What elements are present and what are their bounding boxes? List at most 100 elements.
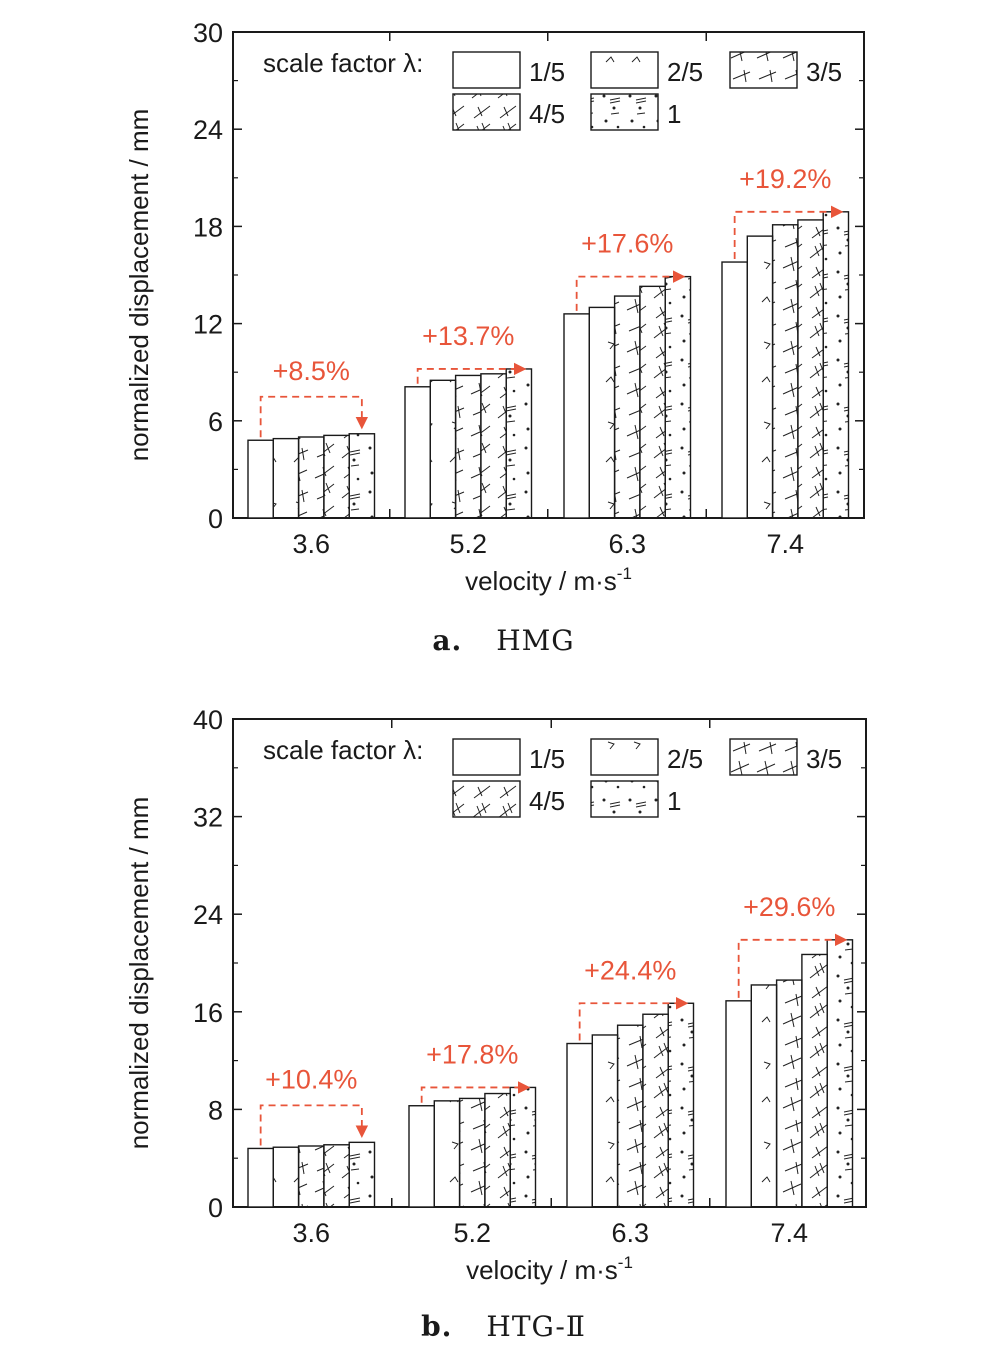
annotation-label: +17.8% [426,1039,518,1069]
legend-title: scale factor λ: [263,48,423,78]
annotation-label: +29.6% [743,892,835,922]
y-tick-label: 12 [193,310,223,340]
bar-4-5-6.3 [639,285,666,519]
y-tick-label: 40 [193,705,223,735]
legend-swatch [452,780,521,818]
legend: scale factor λ: 1/5 2/5 3/5 4/5 1 [263,735,842,818]
y-axis-label: normalized displacement / mm [124,797,154,1150]
bar-4-5-5.2 [480,373,507,519]
caption-b-text: HTG-Ⅱ [486,1310,586,1343]
increase-annotation: +13.7% [416,321,527,384]
legend-label: 4/5 [529,786,565,816]
increase-annotation: +24.4% [578,955,689,1041]
x-axis-label: velocity / m·s-1 [466,1253,633,1285]
annotation-label: +24.4% [584,955,676,985]
x-tick-label: 7.4 [770,1218,808,1248]
bar-2-5-6.3 [591,1034,619,1208]
x-tick-label: 6.3 [608,529,646,559]
bar-1-7.4 [822,211,850,519]
y-tick-label: 0 [208,1193,223,1223]
y-tick-label: 6 [208,407,223,437]
legend-item-3-5: 3/5 [729,738,842,776]
legend-item-1: 1 [590,780,681,818]
bar-1-5-7.4 [721,261,748,519]
annotation-label: +10.4% [265,1064,357,1094]
y-tick-label: 32 [193,803,223,833]
bar-1-6.3 [667,1002,695,1208]
increase-annotation: +8.5% [259,356,369,438]
legend-label: 1/5 [529,744,565,774]
bar-3-5-5.2 [454,374,482,519]
legend-label: 3/5 [806,57,842,87]
x-axis-label-exponent: -1 [618,1253,633,1272]
x-tick-label: 5.2 [453,1218,491,1248]
bar-2-5-3.6 [272,1146,300,1208]
bar-1-5-6.3 [563,313,590,519]
bar-4-5-3.6 [323,434,350,519]
legend-item-1: 1 [590,93,681,131]
bar-1-5-7.4 [725,1000,752,1208]
annotation-label: +17.6% [581,229,673,259]
x-axis-label-text: velocity / m·s [466,1255,618,1285]
bar-1-5.2 [505,368,533,519]
legend-swatch [729,51,798,89]
annotation-arrow [259,395,369,438]
y-tick-label: 18 [193,212,223,242]
bar-2-5-7.4 [750,984,778,1208]
legend-item-3-5: 3/5 [729,51,842,89]
caption-a-label: a. [432,624,463,657]
annotation-label: +8.5% [273,356,350,386]
increase-annotation: +17.6% [575,229,686,311]
legend-label: 1 [667,99,681,129]
legend-swatch [452,93,521,131]
y-tick-label: 0 [208,504,223,534]
legend-label: 4/5 [529,99,565,129]
legend-item-1-5: 1/5 [452,738,565,776]
y-axis-label: normalized displacement / mm [124,109,154,462]
legend-label: 2/5 [667,57,703,87]
bar-1-7.4 [826,939,854,1208]
bar-4-5-7.4 [797,219,824,519]
x-tick-label: 3.6 [292,1218,330,1248]
annotation-arrow [733,205,844,260]
increase-annotation: +10.4% [259,1064,369,1146]
annotation-arrow [259,1104,369,1146]
x-axis-label: velocity / m·s-1 [465,564,632,596]
legend-swatch [590,738,659,776]
bar-4-5-7.4 [801,953,828,1208]
legend-swatch [590,93,659,131]
bar-3-5-5.2 [458,1097,486,1208]
legend: scale factor λ: 1/5 2/5 3/5 4/5 1 [263,48,842,131]
bar-1-5-3.6 [247,1147,274,1208]
y-tick-label: 24 [193,115,223,145]
annotation-label: +13.7% [422,321,514,351]
bar-1-5-5.2 [408,1105,435,1208]
legend-item-4-5: 4/5 [452,780,565,818]
bar-1-5.2 [509,1086,537,1208]
bar-1-3.6 [348,433,376,519]
legend-swatch [590,780,659,818]
legend-label: 2/5 [667,744,703,774]
increase-annotation: +19.2% [733,164,844,260]
y-tick-label: 8 [208,1095,223,1125]
increase-annotation: +29.6% [737,892,848,998]
legend-swatch [729,738,798,776]
chart-a-hmg: 0 6 12 18 24 30 normalized displacement / mm 3.… [124,18,865,596]
y-tick-label: 30 [193,18,223,48]
x-tick-label: 5.2 [449,529,487,559]
annotation-arrow [416,362,527,384]
x-axis-label-exponent: -1 [617,564,632,583]
caption-a-text: HMG [496,624,575,657]
bar-2-5-7.4 [746,235,774,519]
bar-1-5-3.6 [247,439,274,519]
legend-title: scale factor λ: [263,735,423,765]
x-tick-label: 6.3 [611,1218,649,1248]
x-axis-label-text: velocity / m·s [465,566,617,596]
bar-3-5-7.4 [775,979,803,1208]
legend-label: 1 [667,786,681,816]
annotation-label: +19.2% [739,164,831,194]
y-tick-label: 24 [193,900,223,930]
bar-4-5-3.6 [323,1144,350,1208]
legend-item-2-5: 2/5 [590,738,703,776]
